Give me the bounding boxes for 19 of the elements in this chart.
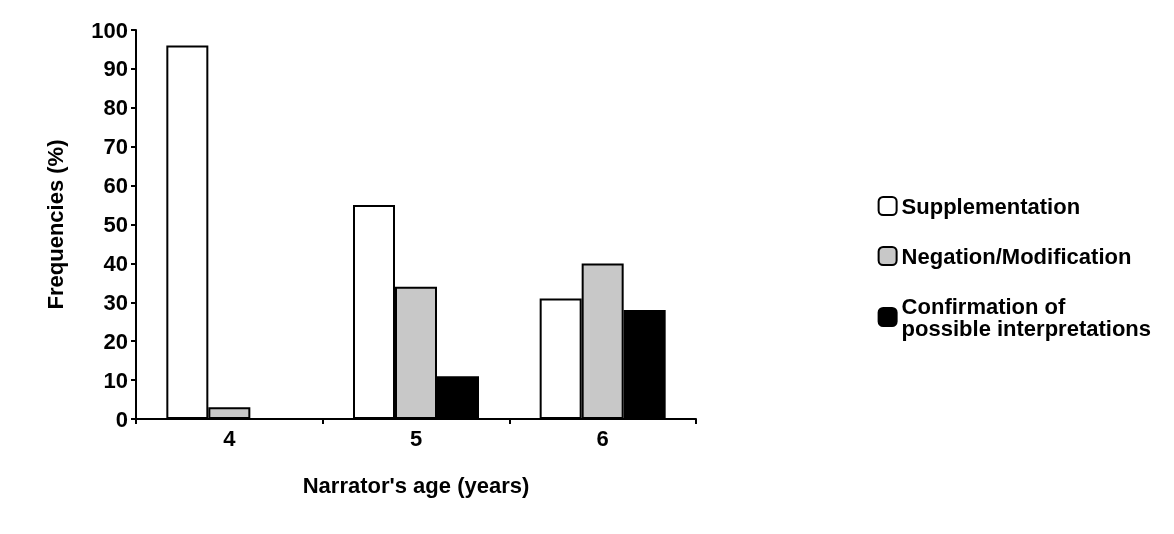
legend-label: Negation/Modification xyxy=(901,243,1132,269)
y-tick-label: 10 xyxy=(103,367,128,393)
y-tick-label: 20 xyxy=(103,328,128,354)
y-tick-label: 80 xyxy=(103,95,128,121)
y-tick-label: 30 xyxy=(103,289,128,315)
y-tick-label: 60 xyxy=(103,173,128,199)
x-tick-label: 6 xyxy=(596,425,609,451)
legend-label: Supplementation xyxy=(901,193,1081,219)
y-tick-label: 0 xyxy=(115,406,128,432)
legend-label: Confirmation of possible interpretations xyxy=(901,293,1152,341)
y-tick-label: 50 xyxy=(103,212,128,237)
y-axis-title: Frequencies (%) xyxy=(42,139,68,310)
y-tick-label: 70 xyxy=(103,134,128,160)
x-tick-label: 5 xyxy=(409,425,423,451)
x-tick-label: 4 xyxy=(223,425,237,451)
y-tick-label: 40 xyxy=(103,250,128,276)
y-tick-label: 100 xyxy=(91,17,128,43)
y-tick-label: 90 xyxy=(103,56,128,82)
x-axis-title: Narrator's age (years) xyxy=(302,472,530,498)
